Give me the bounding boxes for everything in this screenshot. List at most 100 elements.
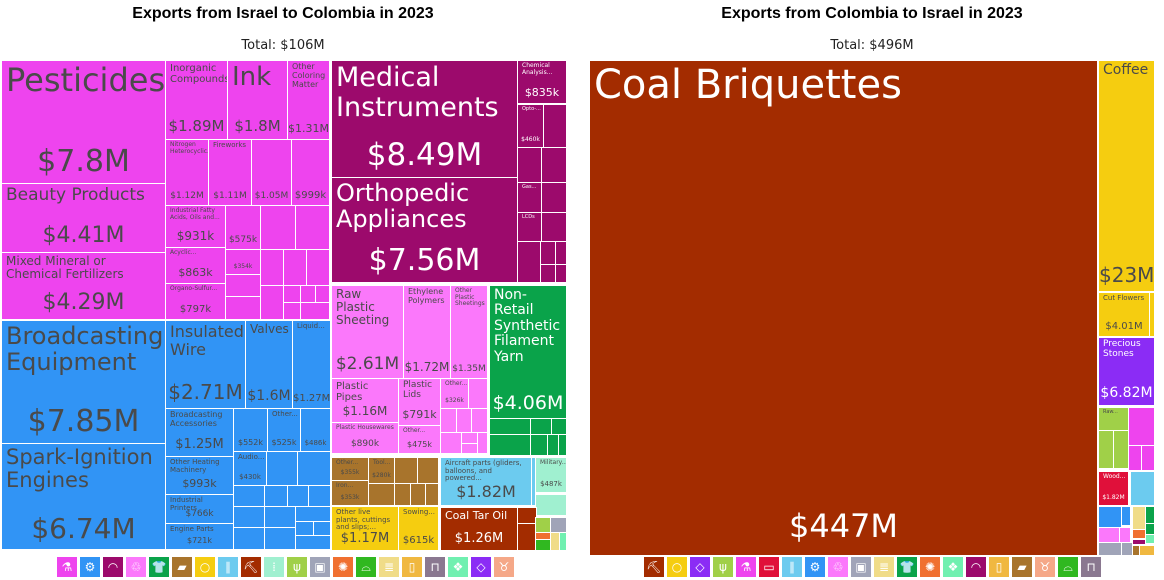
- treemap-tile-small[interactable]: [283, 302, 301, 320]
- treemap-tile-small[interactable]: [410, 483, 426, 506]
- cow-icon[interactable]: ♉: [494, 557, 514, 577]
- treemap-tile-small[interactable]: [440, 408, 457, 433]
- treemap-tile-small[interactable]: [461, 432, 478, 444]
- diamond-icon[interactable]: ◇: [690, 557, 710, 577]
- treemap-tile-small[interactable]: [535, 539, 551, 551]
- treemap-tile[interactable]: Fireworks $1.11M: [208, 139, 252, 206]
- treemap-tile[interactable]: Beauty Products $4.41M: [1, 183, 166, 253]
- treemap-tile-small[interactable]: [1141, 445, 1155, 471]
- treemap-tile[interactable]: Pesticides $7.8M: [1, 60, 166, 184]
- treemap-tile-small[interactable]: [550, 532, 560, 551]
- treemap-tile-small[interactable]: [517, 147, 542, 183]
- treemap-tile-small[interactable]: [308, 485, 331, 507]
- treemap-tile-small[interactable]: [531, 457, 536, 506]
- treemap-tile-small[interactable]: [287, 485, 309, 507]
- treemap-tile-small[interactable]: [300, 285, 316, 303]
- treemap-tile-small[interactable]: [233, 506, 265, 528]
- treemap-tile-small[interactable]: [1113, 430, 1129, 469]
- treemap-tile-small[interactable]: [440, 432, 462, 454]
- treemap-tile-small[interactable]: [535, 494, 567, 516]
- gauge-icon[interactable]: ◠: [103, 557, 123, 577]
- treemap-tile-small[interactable]: [368, 483, 395, 506]
- treemap-tile[interactable]: Industrial Fatty Acids, Oils and... $931k: [165, 205, 226, 248]
- treemap-tile-small[interactable]: [1149, 292, 1155, 337]
- treemap-tile-small[interactable]: [1145, 534, 1155, 544]
- treemap-tile[interactable]: Ethylene Polymers $1.72M: [403, 285, 451, 379]
- ticket-icon[interactable]: ▭: [759, 557, 779, 577]
- easel-icon[interactable]: ⊓: [1081, 557, 1101, 577]
- treemap-tile[interactable]: Coal Tar Oil $1.26M: [440, 507, 518, 551]
- treemap-tile[interactable]: Insulated Wire $2.71M: [165, 320, 246, 409]
- rock-icon[interactable]: ✺: [333, 557, 353, 577]
- treemap-tile[interactable]: Iron... $353k: [331, 480, 369, 506]
- treemap-tile[interactable]: LCDs: [517, 212, 542, 242]
- treemap-tile[interactable]: Valves $1.6M: [245, 320, 293, 409]
- treemap-tile[interactable]: $575k: [225, 205, 261, 250]
- treemap-tile-small[interactable]: [1098, 430, 1114, 469]
- treemap-tile[interactable]: Chemical Analysis... $835k: [517, 60, 567, 104]
- treemap-tile[interactable]: Orthopedic Appliances $7.56M: [331, 177, 518, 283]
- rock-icon[interactable]: ✺: [920, 557, 940, 577]
- treemap-tile-small[interactable]: [417, 457, 439, 484]
- treemap-tile-small[interactable]: [313, 521, 331, 536]
- easel-icon[interactable]: ⊓: [425, 557, 445, 577]
- treemap-tile[interactable]: Opto-... $460k: [517, 104, 544, 148]
- treemap-tile-small[interactable]: [264, 506, 296, 528]
- treemap-tile-small[interactable]: [297, 451, 331, 486]
- treemap-tile-small[interactable]: [551, 418, 567, 435]
- treemap-tile[interactable]: Military... $487k: [535, 457, 567, 493]
- wheat-icon[interactable]: ψ: [713, 557, 733, 577]
- flask-icon[interactable]: ⚗: [57, 557, 77, 577]
- treemap-tile[interactable]: $552k: [233, 408, 268, 452]
- treemap-tile[interactable]: Acyclic... $863k: [165, 247, 226, 284]
- treemap-tile-small[interactable]: [477, 432, 488, 454]
- treemap-tile-small[interactable]: [517, 507, 537, 524]
- treemap-tile[interactable]: Other Heating Machinery $993k: [165, 456, 234, 495]
- treemap-tile-small[interactable]: [306, 249, 330, 286]
- treemap-tile[interactable]: Raw Plastic Sheeting $2.61M: [331, 285, 404, 379]
- gauge-icon[interactable]: ◠: [966, 557, 986, 577]
- treemap-tile[interactable]: Industrial Printers $766k: [165, 494, 234, 524]
- treemap-tile-small[interactable]: [541, 212, 567, 242]
- treemap-tile-small[interactable]: [266, 451, 298, 486]
- treemap-tile[interactable]: $354k: [225, 249, 261, 275]
- treemap-tile-small[interactable]: [264, 485, 288, 507]
- treemap-tile[interactable]: Other... $326k: [440, 378, 469, 409]
- treemap-tile-small[interactable]: [461, 443, 478, 454]
- treemap-tile-small[interactable]: [295, 521, 314, 536]
- treemap-tile-small[interactable]: [1121, 506, 1131, 526]
- bottle-icon[interactable]: ▯: [989, 557, 1009, 577]
- gear-icon[interactable]: ⚙: [80, 557, 100, 577]
- shoe-icon[interactable]: ⌓: [356, 557, 376, 577]
- treemap-tile[interactable]: Plastic Lids $791k: [398, 378, 441, 426]
- treemap-tile-small[interactable]: [559, 532, 567, 551]
- treemap-tile-small[interactable]: [517, 523, 537, 551]
- treemap-tile-small[interactable]: [468, 378, 488, 409]
- treemap-tile[interactable]: Cut Flowers $4.01M: [1098, 292, 1150, 337]
- treemap-tile-small[interactable]: [535, 517, 551, 533]
- treemap-tile-small[interactable]: [1130, 471, 1155, 506]
- box-icon[interactable]: ▣: [851, 557, 871, 577]
- treemap-tile-small[interactable]: [489, 418, 531, 435]
- treemap-tile-small[interactable]: [1128, 445, 1142, 471]
- treemap-tile-small[interactable]: [541, 182, 567, 214]
- treemap-tile-small[interactable]: [471, 408, 488, 433]
- treemap-tile-small[interactable]: [225, 296, 261, 320]
- hide-icon[interactable]: ❖: [448, 557, 468, 577]
- treemap-tile-small[interactable]: [558, 434, 567, 456]
- pickaxe-icon[interactable]: ⛏: [644, 557, 664, 577]
- bottle-icon[interactable]: ▯: [402, 557, 422, 577]
- treemap-tile[interactable]: Coffee $23M: [1098, 60, 1155, 292]
- treemap-tile[interactable]: Broadcasting Accessories $1.25M: [165, 408, 234, 457]
- treemap-tile[interactable]: Other Coloring Matter $1.31M: [287, 60, 330, 140]
- treemap-tile-small[interactable]: [300, 302, 330, 320]
- treemap-tile-small[interactable]: [1128, 407, 1155, 446]
- fruit-icon[interactable]: ○: [195, 557, 215, 577]
- treemap-tile[interactable]: Gas...: [517, 182, 542, 214]
- ammo-icon[interactable]: ⁞: [264, 557, 284, 577]
- hide-icon[interactable]: ❖: [943, 557, 963, 577]
- flask-icon[interactable]: ⚗: [736, 557, 756, 577]
- treemap-tile-small[interactable]: [541, 147, 567, 183]
- treemap-tile[interactable]: Other... $475k: [398, 425, 441, 454]
- road-icon[interactable]: ∥: [218, 557, 238, 577]
